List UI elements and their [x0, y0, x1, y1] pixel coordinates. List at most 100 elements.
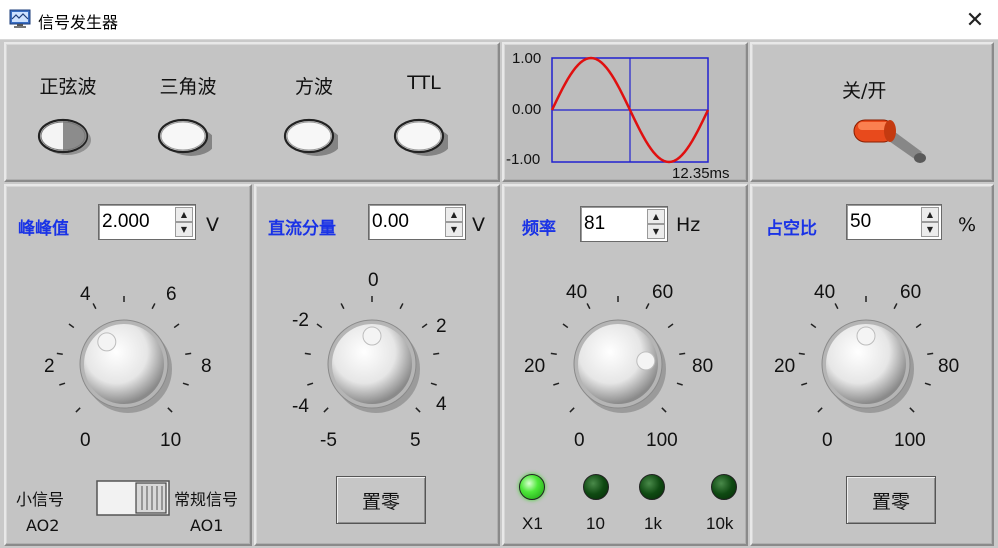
amplitude-tick-2: 2: [44, 356, 55, 377]
knob-tick-marks: [550, 296, 686, 413]
ttl-wave-button[interactable]: [392, 116, 448, 156]
freq-tick-40: 40: [566, 282, 588, 303]
knob-tick: [340, 303, 345, 310]
knob-tick: [92, 303, 97, 310]
knob-tick-marks: [798, 296, 934, 413]
duty-cycle-spinner: ▲ ▼: [921, 207, 939, 237]
duty-cycle-panel: 占空比 50 ▲ ▼ % 40 60 20 80 0 100 置零: [750, 184, 994, 546]
power-panel: 关/开: [750, 42, 994, 182]
range-label-1k: 1k: [644, 514, 662, 533]
knob-tick: [801, 382, 808, 386]
dc-offset-numeric-input[interactable]: 0.00 ▲ ▼: [368, 204, 466, 240]
spin-up-icon[interactable]: ▲: [445, 207, 463, 222]
waveform-preview-chart: 1.00 0.00 -1.00 12.35ms: [506, 50, 730, 180]
knob-tick: [661, 407, 667, 413]
duty-tick-40: 40: [814, 282, 836, 303]
duty-tick-0: 0: [822, 430, 833, 451]
dc-offset-label: 直流分量: [268, 219, 336, 239]
frequency-panel: 频率 81 ▲ ▼ Hz 40 60 20 80 0 100 X1 10 1k …: [502, 184, 748, 546]
scope-y-tick: 1.00: [512, 50, 541, 67]
frequency-numeric-input[interactable]: 81 ▲ ▼: [580, 206, 668, 242]
spin-up-icon[interactable]: ▲: [647, 209, 665, 224]
waveform-label: 三角波: [159, 76, 217, 98]
scope-time-label: 12.35ms: [672, 165, 730, 180]
knob-tick: [586, 303, 591, 310]
power-label: 关/开: [842, 80, 887, 102]
range-led-10k[interactable]: [711, 474, 737, 500]
close-button[interactable]: ✕: [952, 0, 998, 40]
knob-tick: [645, 303, 650, 310]
freq-tick-100: 100: [646, 430, 678, 451]
knob-tick: [75, 407, 81, 413]
waveform-label: 方波: [294, 76, 333, 98]
freq-tick-20: 20: [524, 356, 546, 377]
dc-zero-button[interactable]: 置零: [336, 476, 426, 524]
signal-range-slide-switch[interactable]: [96, 480, 170, 518]
spin-down-icon[interactable]: ▼: [647, 224, 665, 239]
knob-tick: [817, 407, 823, 413]
triangle-wave-button[interactable]: [156, 116, 212, 156]
amplitude-numeric-input[interactable]: 2.000 ▲ ▼: [98, 204, 196, 240]
close-icon: ✕: [965, 7, 985, 33]
frequency-spinner: ▲ ▼: [647, 209, 665, 239]
knob-tick: [569, 407, 575, 413]
range-label-10: 10: [586, 514, 605, 533]
normal-signal-label: 常规信号: [174, 490, 239, 509]
amplitude-tick-6: 6: [166, 284, 177, 305]
frequency-unit: Hz: [676, 214, 701, 236]
sine-wave-button[interactable]: [36, 116, 92, 156]
range-led-1k[interactable]: [639, 474, 665, 500]
spin-down-icon[interactable]: ▼: [175, 222, 193, 237]
duty-zero-button[interactable]: 置零: [846, 476, 936, 524]
duty-tick-60: 60: [900, 282, 922, 303]
scope-y-tick: -1.00: [506, 151, 540, 168]
frequency-value[interactable]: 81: [584, 213, 606, 234]
amplitude-unit: V: [206, 214, 219, 236]
spin-up-icon[interactable]: ▲: [921, 207, 939, 222]
knob-tick: [430, 382, 437, 386]
knob-tick: [415, 407, 421, 413]
dc-offset-unit: V: [472, 214, 485, 236]
amplitude-value[interactable]: 2.000: [102, 211, 150, 232]
amplitude-knob[interactable]: [74, 314, 174, 414]
duty-cycle-numeric-input[interactable]: 50 ▲ ▼: [846, 204, 942, 240]
waveform-label: TTL: [407, 72, 441, 94]
range-led-x1[interactable]: [519, 474, 545, 500]
knob-tick: [304, 352, 311, 356]
duty-cycle-label: 占空比: [766, 219, 817, 239]
title-bar: 信号发生器 ✕: [0, 0, 998, 40]
amplitude-tick-10: 10: [160, 430, 182, 451]
range-label-x1: X1: [522, 514, 543, 533]
knob-tick: [798, 352, 805, 356]
scope-y-ticks: 1.00 0.00 -1.00: [506, 50, 541, 168]
knob-tick: [893, 303, 898, 310]
duty-tick-100: 100: [894, 430, 926, 451]
waveform-square: 方波: [274, 72, 354, 99]
waveform-sine: 正弦波: [28, 72, 108, 99]
frequency-knob[interactable]: [568, 314, 668, 414]
dc-offset-value[interactable]: 0.00: [372, 211, 409, 232]
knob-tick: [915, 323, 922, 329]
knob-tick: [834, 303, 839, 310]
knob-tick: [182, 382, 189, 386]
knob-tick: [173, 323, 180, 329]
duty-cycle-value[interactable]: 50: [850, 211, 872, 232]
spin-down-icon[interactable]: ▼: [921, 222, 939, 237]
spin-up-icon[interactable]: ▲: [175, 207, 193, 222]
knob-tick: [667, 323, 674, 329]
square-wave-button[interactable]: [282, 116, 338, 156]
dc-offset-knob[interactable]: [322, 314, 422, 414]
scope-panel: 1.00 0.00 -1.00 12.35ms: [502, 42, 748, 182]
power-toggle-switch[interactable]: [850, 108, 930, 172]
waveform-panel: 正弦波 三角波 方波 TTL: [4, 42, 500, 182]
dc-tick-5: 5: [410, 430, 421, 451]
freq-tick-60: 60: [652, 282, 674, 303]
knob-tick: [927, 352, 934, 356]
knob-tick: [59, 382, 66, 386]
range-led-10[interactable]: [583, 474, 609, 500]
duty-cycle-unit: %: [958, 214, 977, 236]
spin-down-icon[interactable]: ▼: [445, 222, 463, 237]
waveform-triangle: 三角波: [148, 72, 228, 99]
duty-cycle-knob[interactable]: [816, 314, 916, 414]
dc-tick-minus5: -5: [320, 430, 337, 451]
